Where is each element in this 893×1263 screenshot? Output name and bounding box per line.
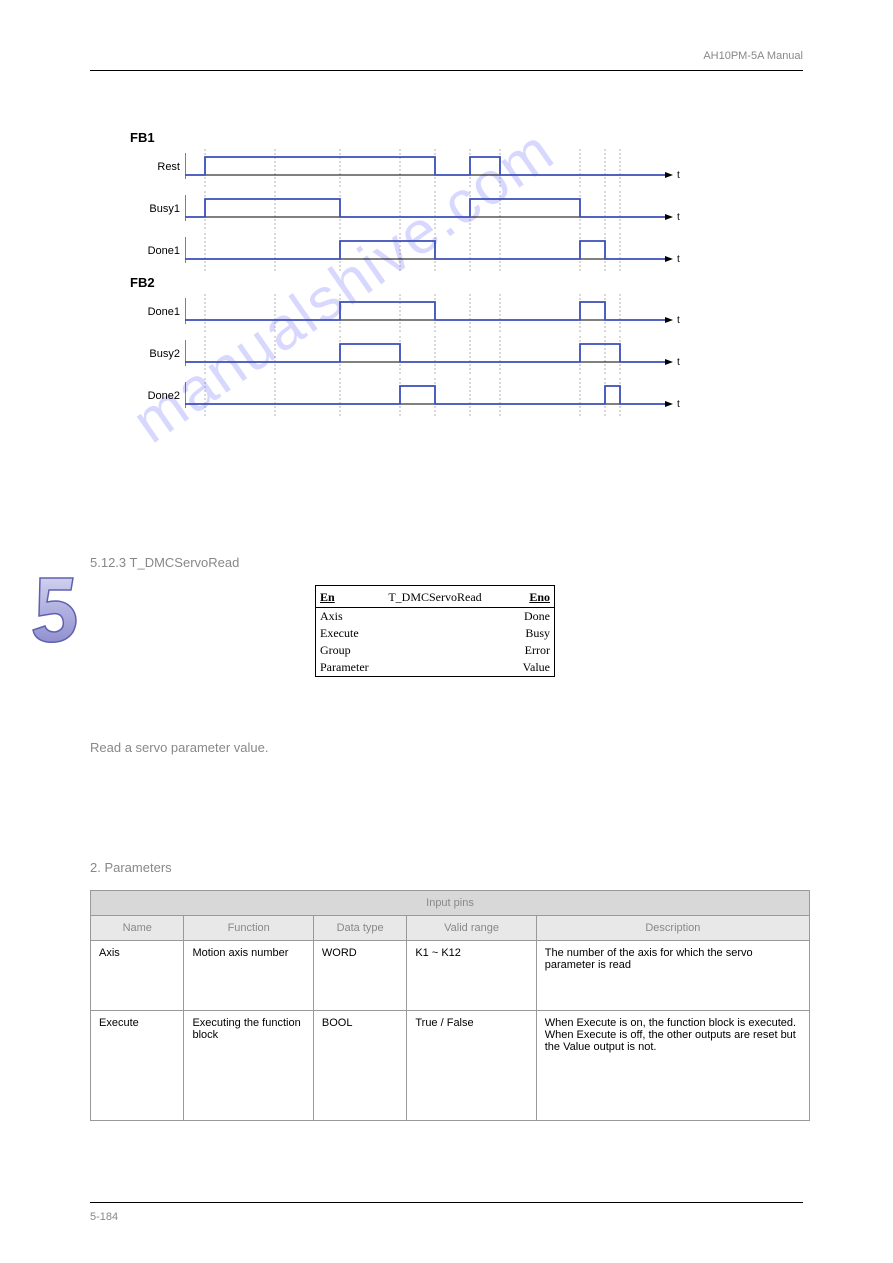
svg-text:t: t — [677, 357, 680, 368]
section-desc-2: 2. Parameters — [90, 860, 172, 875]
fb-title-row: En T_DMCServoRead Eno — [316, 586, 554, 608]
cell-name: Execute — [91, 1011, 184, 1121]
svg-text:t: t — [677, 315, 680, 326]
column-header: Data type — [313, 916, 406, 941]
fb-pin-left: Execute — [320, 626, 359, 641]
parameter-table: Input pins NameFunctionData typeValid ra… — [90, 890, 810, 1121]
cell-range: True / False — [407, 1011, 536, 1121]
timing-diagram: FB1 Rest 1 0 t Busy1 1 0 — [130, 130, 680, 420]
signal-row: Busy2 1 0 t — [130, 336, 680, 376]
signal-svg: 1 0 t — [185, 191, 695, 231]
cell-range: K1 ~ K12 — [407, 941, 536, 1011]
svg-text:t: t — [677, 212, 680, 223]
fb-pin-right: Busy — [525, 626, 550, 641]
column-header: Description — [536, 916, 809, 941]
cell-type: WORD — [313, 941, 406, 1011]
fb-pin-row: Group Error — [316, 642, 554, 659]
signal-svg: 1 0 t — [185, 233, 695, 273]
signal-label: Done2 — [130, 390, 180, 402]
signal-label: Rest — [130, 161, 180, 173]
table-row: Axis Motion axis number WORD K1 ~ K12 Th… — [91, 941, 810, 1011]
signal-label: Done1 — [130, 306, 180, 318]
signal-svg: 1 0 t — [185, 378, 695, 418]
svg-text:t: t — [677, 254, 680, 265]
svg-text:t: t — [677, 399, 680, 410]
cell-desc: When Execute is on, the function block i… — [536, 1011, 809, 1121]
svg-text:t: t — [677, 170, 680, 181]
signal-svg: 1 0 t — [185, 149, 695, 189]
signal-row: Done1 1 0 t — [130, 294, 680, 334]
fb-pin-right: Value — [523, 660, 550, 675]
fb-group-label: FB2 — [130, 275, 680, 290]
fb-pin-row: Execute Busy — [316, 625, 554, 642]
signal-row: Rest 1 0 t — [130, 149, 680, 189]
cell-function: Executing the function block — [184, 1011, 313, 1121]
cell-name: Axis — [91, 941, 184, 1011]
page-number: 5-184 — [90, 1211, 118, 1223]
table-column-headers: NameFunctionData typeValid rangeDescript… — [91, 916, 810, 941]
signal-label: Done1 — [130, 245, 180, 257]
function-block-diagram: En T_DMCServoRead Eno Axis Done Execute Bus… — [315, 585, 555, 677]
signal-label: Busy1 — [130, 203, 180, 215]
fb-pin-left: Parameter — [320, 660, 369, 675]
page-header: AH10PM-5A Manual — [90, 50, 803, 71]
fb-pin-row: Parameter Value — [316, 659, 554, 676]
section-heading: 5.12.3 T_DMCServoRead — [90, 555, 239, 570]
fb-en-label: En — [320, 590, 335, 605]
fb-pin-left: Axis — [320, 609, 343, 624]
table-row: Execute Executing the function block BOO… — [91, 1011, 810, 1121]
fb-eno-label: Eno — [529, 590, 550, 605]
cell-desc: The number of the axis for which the ser… — [536, 941, 809, 1011]
cell-type: BOOL — [313, 1011, 406, 1121]
signal-svg: 1 0 t — [185, 336, 695, 376]
group-header-cell: Input pins — [91, 891, 810, 916]
signal-label: Busy2 — [130, 348, 180, 360]
column-header: Name — [91, 916, 184, 941]
column-header: Function — [184, 916, 313, 941]
signal-row: Done2 1 0 t — [130, 378, 680, 418]
fb-pin-row: Axis Done — [316, 608, 554, 625]
signal-svg: 1 0 t — [185, 294, 695, 334]
page-footer: 5-184 — [90, 1202, 803, 1223]
cell-function: Motion axis number — [184, 941, 313, 1011]
table-group-header: Input pins — [91, 891, 810, 916]
fb-pin-left: Group — [320, 643, 351, 658]
column-header: Valid range — [407, 916, 536, 941]
section-desc-1: Read a servo parameter value. — [90, 740, 268, 755]
header-text: AH10PM-5A Manual — [703, 50, 803, 62]
fb-group-label: FB1 — [130, 130, 680, 145]
fb-pin-right: Done — [524, 609, 550, 624]
fb-pin-right: Error — [525, 643, 550, 658]
signal-row: Busy1 1 0 t — [130, 191, 680, 231]
fb-title: T_DMCServoRead — [388, 590, 481, 604]
signal-row: Done1 1 0 t — [130, 233, 680, 273]
chapter-number-decoration — [25, 570, 85, 650]
